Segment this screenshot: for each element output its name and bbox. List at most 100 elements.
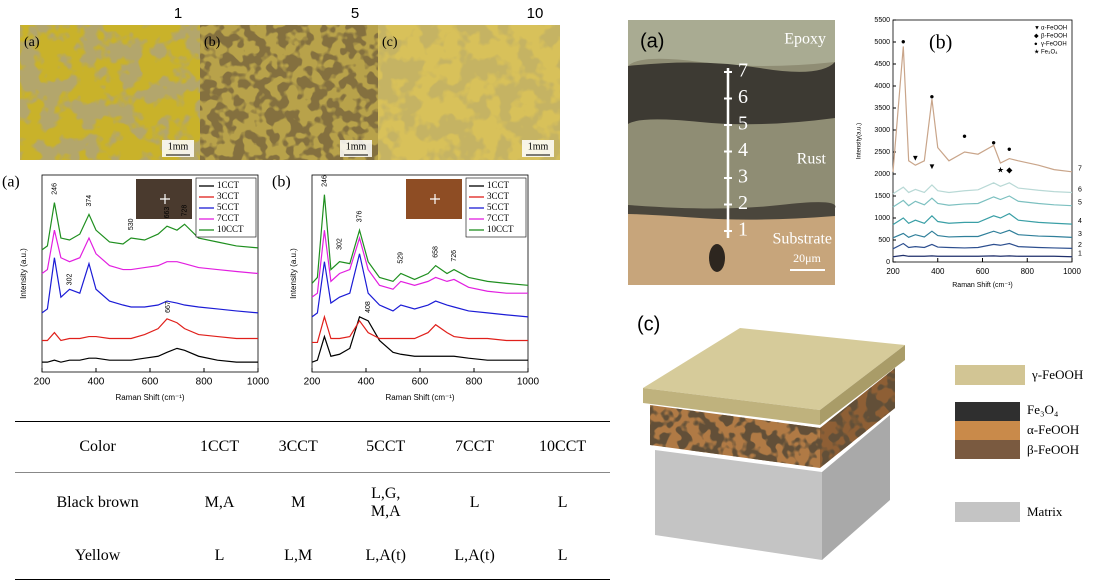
scale-label: 20μm [793,251,821,265]
point-label: 4 [738,139,748,161]
sample-number: 5 [351,5,359,22]
series-label: 1 [1078,251,1082,258]
scale-box [340,140,372,157]
legend-label: Matrix [1027,504,1063,519]
table-cell: L,A(t) [337,533,434,580]
table-cell: L,G, M,A [338,473,434,534]
legend-swatch [955,402,1020,421]
point-label: 3 [738,166,748,188]
legend-label: 1CCT [217,180,240,190]
table-cell: 3CCT [258,421,338,473]
spectrum [892,46,1073,173]
y-axis-title: Intensity (a.u.) [19,248,28,299]
cell-text: 7CCT [455,438,495,455]
y-tick-label: 1000 [874,215,890,222]
legend-label: β-FeOOH [1041,34,1067,40]
peak-annotation: 726 [451,250,458,262]
spectrum [892,212,1073,226]
table-cell: Color [15,421,181,473]
panel-label: (b) [272,174,291,191]
legend-swatch [955,502,1020,522]
legend-symbol: ★ [1034,48,1039,55]
legend-label: 10CCT [487,224,514,234]
x-tick-label: 400 [931,267,945,276]
legend-label: β-FeOOH [1027,442,1079,457]
table-cell: 10CCT [515,421,610,473]
x-tick-label: 600 [412,377,429,388]
peak-annotation: ● [991,138,996,147]
table-row: Yellow L L,M L,A(t) L,A(t) L [15,533,610,580]
y-tick-label: 4500 [874,61,890,68]
spectrum [311,253,529,318]
cell-text: L [469,494,480,511]
y-tick-label: 4000 [874,83,890,90]
legend-label: 1CCT [487,180,510,190]
cell-text: M [291,494,306,511]
spectrum [892,242,1073,250]
gamma-side [820,345,905,425]
legend-swatch [955,440,1020,459]
spectrum [311,194,529,286]
y-tick-label: 2500 [874,149,890,156]
spectrum [41,230,259,275]
rust-layer-texture [650,405,820,468]
cell-text: L [557,547,568,564]
inclusion [709,244,725,272]
x-axis-title: Raman Shift (cm⁻¹) [115,393,184,402]
region-label: Substrate [772,231,832,248]
micrograph-texture [20,25,200,160]
panel-label: (c) [637,313,660,335]
spectrum [892,254,1073,258]
inset-cross [430,194,440,204]
legend-label: 7CCT [487,213,510,223]
x-tick-label: 200 [886,267,900,276]
table-cell: Black brown [15,473,180,534]
peak-annotation: 408 [365,301,372,313]
series-label: 3 [1078,231,1082,238]
legend-label: γ-FeOOH [1031,367,1083,382]
peak-annotation: ● [962,131,967,140]
point-label: 1 [738,219,748,241]
y-tick-label: 2000 [874,171,890,178]
peak-annotation: ● [1007,145,1012,154]
x-tick-label: 1000 [517,377,540,388]
point-label: 5 [738,113,748,135]
table-cell: L [515,473,610,534]
plot-frame [892,19,1073,263]
micrographs [20,25,560,160]
legend-symbol: ● [1034,41,1038,47]
cell-text: L,G, M,A [370,485,401,520]
spectrum [892,182,1073,195]
scale-box [522,140,554,157]
legend-label: α-FeOOH [1027,422,1079,437]
peak-annotation: ● [901,37,906,46]
x-tick-label: 800 [1021,267,1035,276]
series-label: 6 [1078,186,1082,193]
x-tick-label: 1000 [247,377,270,388]
table-cell: L [180,533,259,580]
x-tick-label: 1000 [1063,267,1081,276]
y-tick-label: 3000 [874,127,890,134]
cell-text: 3CCT [278,438,318,455]
matrix-side [822,415,890,560]
composition-table: Color 1CCT 3CCT 5CCT 7CCT 10CCT Black brown M,A… [15,421,610,580]
peak-annotation: 246 [51,183,58,195]
cell-text: Black brown [56,494,139,511]
dark-rust-band [628,62,835,125]
cell-text: M,A [204,494,235,511]
x-tick-label: 400 [88,377,105,388]
peak-annotation: 667 [165,301,172,313]
table-cell: L,M [258,533,338,580]
scale-label: 1mm [168,141,189,152]
panel-label: (a) [640,30,664,52]
cell-text: 1CCT [199,438,240,455]
table-cell: 1CCT [180,421,259,473]
cell-text: L [214,547,225,564]
legend-swatch [955,421,1020,440]
y-tick-label: 3500 [874,105,890,112]
x-axis-title: Raman Shift (cm⁻¹) [952,282,1012,289]
y-axis-title: Intensity(a.u.) [857,123,863,159]
spectrum [312,314,528,344]
